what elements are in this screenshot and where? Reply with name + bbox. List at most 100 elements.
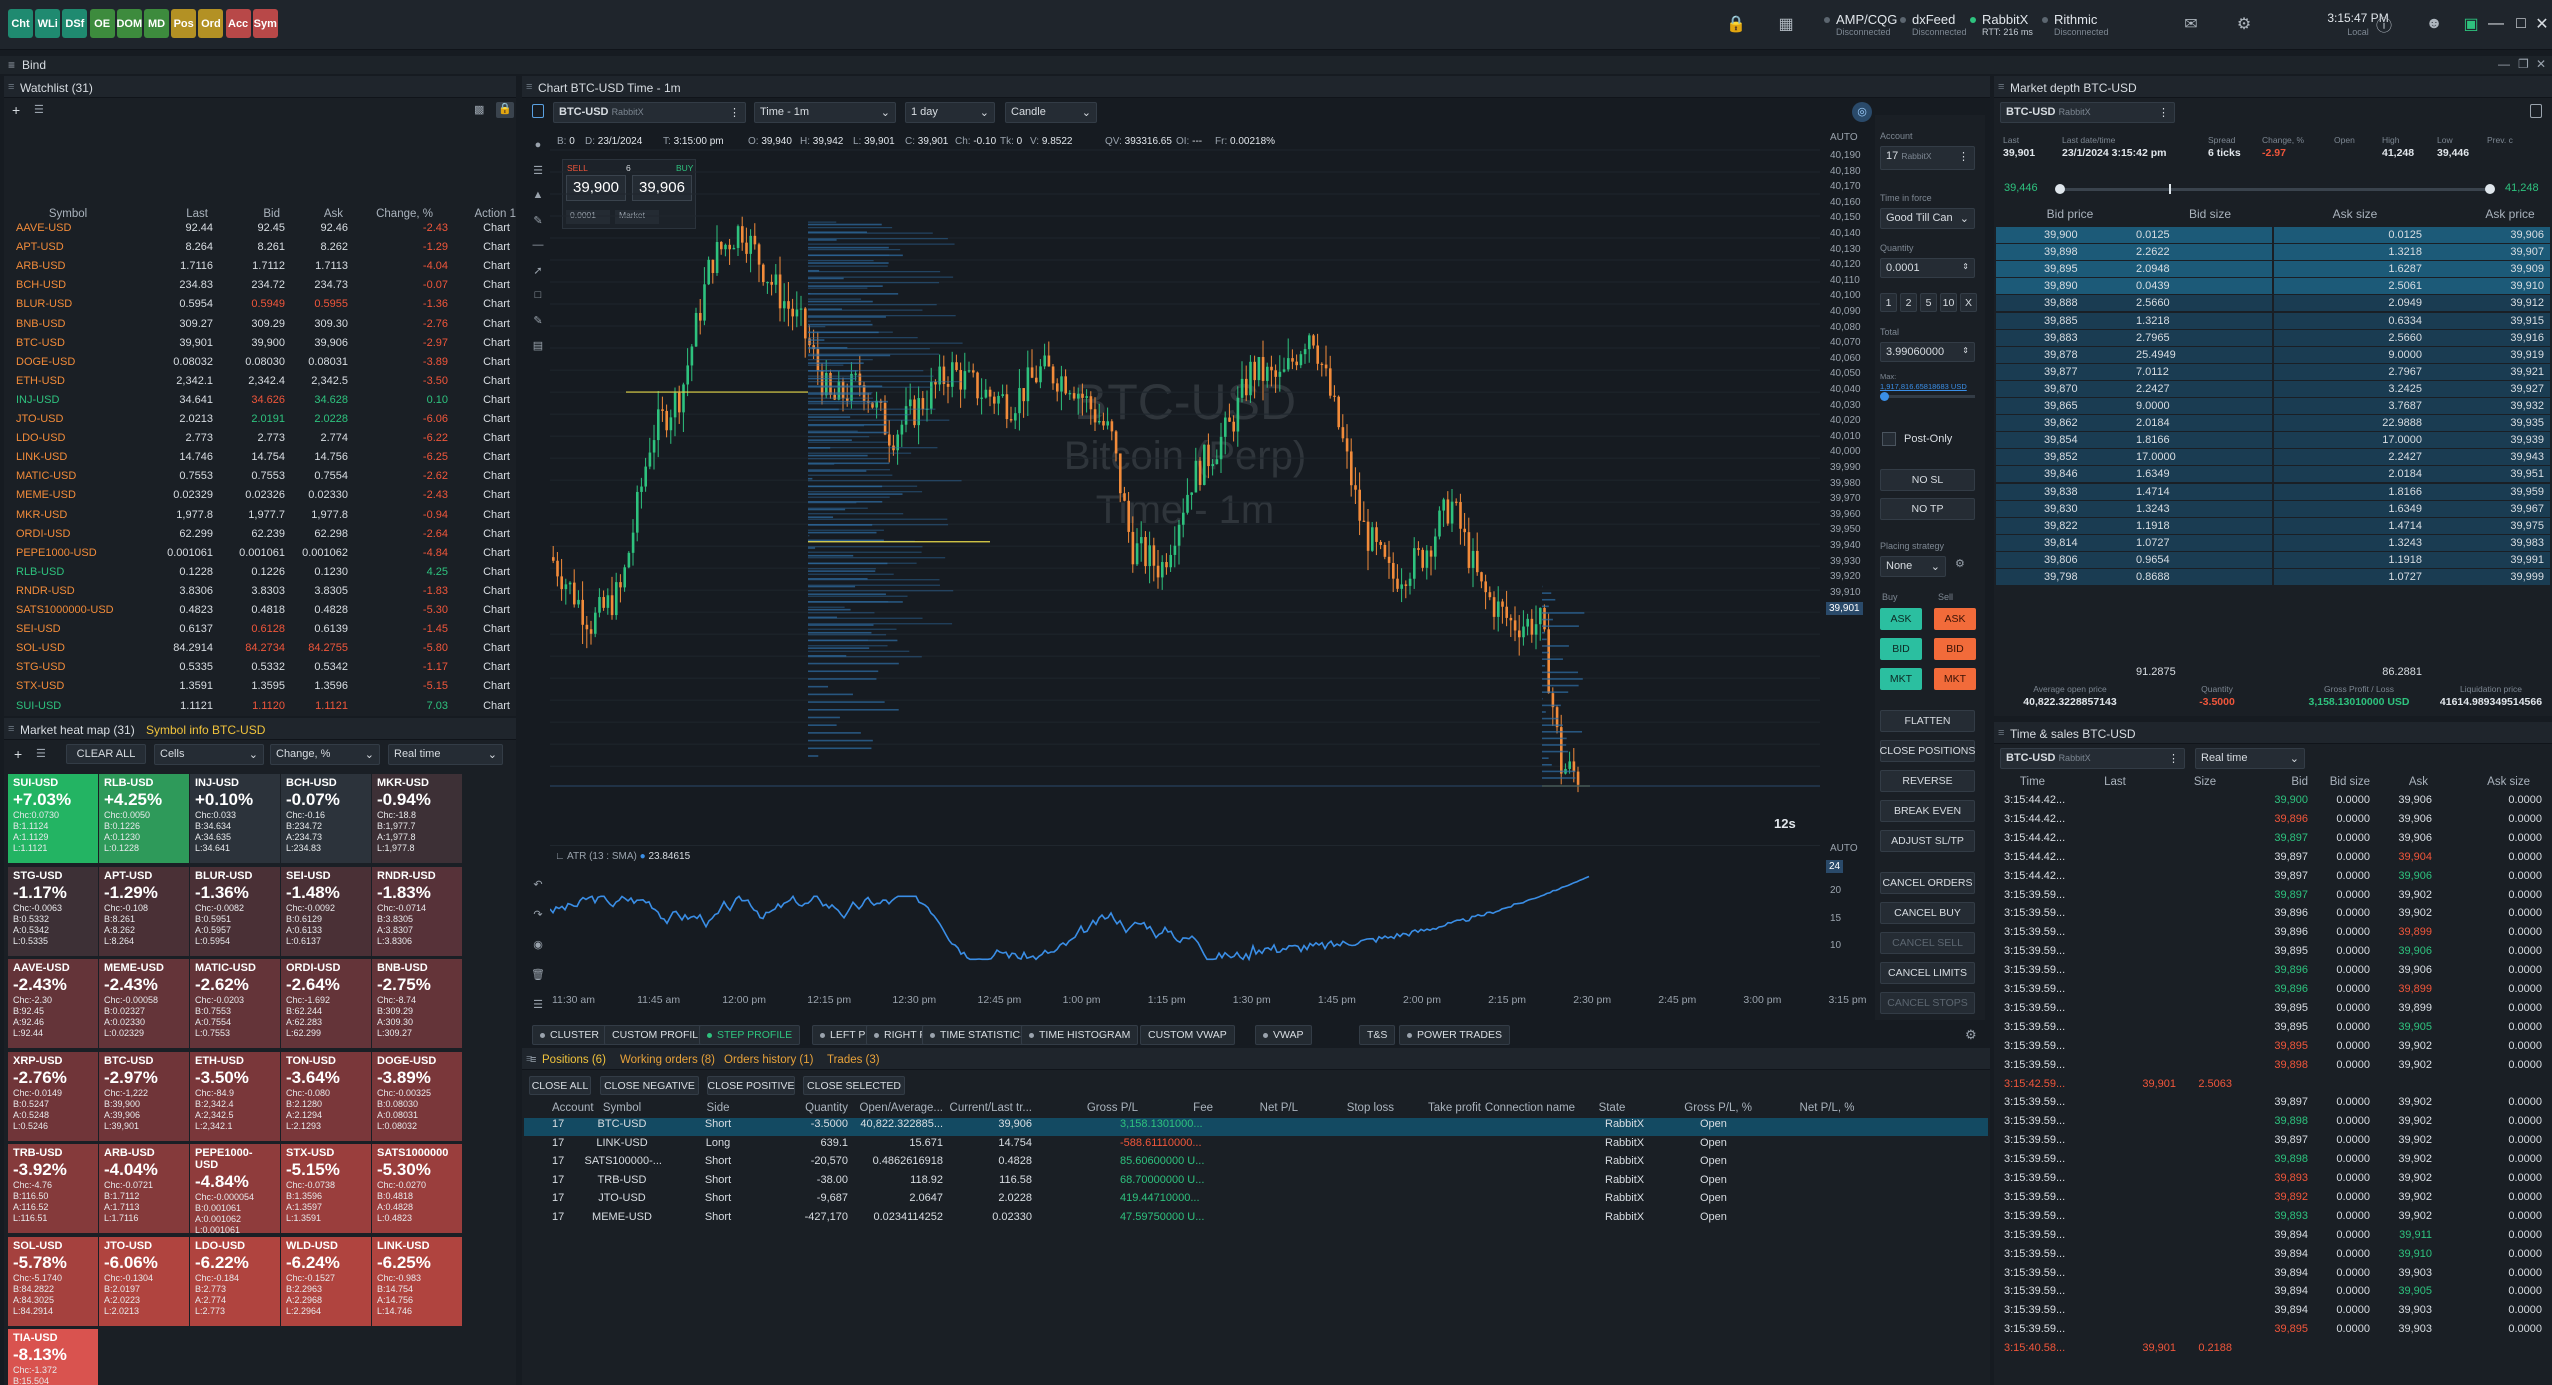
positions-close-all-button[interactable]: CLOSE ALL [529,1076,591,1095]
depth-row[interactable]: 39,854 1.8166 17.0000 39,939 [1996,432,2550,449]
max-value[interactable]: 1,917,816.65818683 USD [1880,382,1967,391]
brush-icon[interactable]: ✎ [533,214,543,227]
chart-action-button[interactable]: Chart [483,546,510,559]
heatmap-tile[interactable]: MEME-USD -2.43% Chc:-0.00058 B:0.02327 A:0.0… [99,959,190,1049]
qty-slider-thumb[interactable] [1880,392,1889,401]
chart-action-button[interactable]: Chart [483,355,510,368]
action-cancel-sell-button[interactable]: CANCEL SELL [1880,932,1975,954]
heatmap-title[interactable]: Market heat map (31) [20,723,135,737]
chart-action-button[interactable]: Chart [483,336,510,349]
list-icon[interactable]: ☰ [36,748,46,760]
help-icon[interactable]: ⓘ [2375,18,2392,35]
watchlist-col-3[interactable]: Ask [323,208,343,220]
atr-indicator-chart[interactable] [550,845,1820,985]
app-button-cht[interactable]: Cht [8,9,33,38]
positions-row[interactable]: 17 TRB-USD Short -38.00 118.92 116.58 68.70000… [524,1174,1988,1192]
depth-col[interactable]: Ask price [2485,207,2535,221]
grip-icon[interactable]: ≡ [1998,81,2005,93]
heatmap-tile[interactable]: PEPE1000-USD -4.84% Chc:-0.000054 B:0.00106… [190,1144,281,1234]
tns-row[interactable]: 3:15:44.42... 39,897 0.0000 39,904 0.0000 [1996,850,2550,868]
workspace-restore-icon[interactable]: ❐ [2518,57,2529,71]
depth-symbol-select[interactable]: BTC-USD RabbitX ⋮ [2000,102,2175,123]
workspace-close-icon[interactable]: ✕ [2536,57,2547,71]
cursor-icon[interactable]: ● [534,139,542,151]
watchlist-row[interactable]: BTC-USD 39,901 39,900 39,906 -2.97 Chart [8,337,516,355]
timeframe-select[interactable]: Time - 1m ⌄ [754,102,896,123]
positions-col[interactable]: Symbol [602,1102,642,1114]
tns-row[interactable]: 3:15:39.59... 39,894 0.0000 39,903 0.0000 [1996,1266,2550,1284]
watchlist-row[interactable]: SUI-USD 1.1121 1.1120 1.1121 7.03 Chart [8,700,516,717]
range-select[interactable]: 1 day ⌄ [905,102,995,123]
qty-preset-button[interactable]: 5 [1920,293,1937,312]
tns-row[interactable]: 3:15:39.59... 39,897 0.0000 39,902 0.0000 [1996,888,2550,906]
depth-row[interactable]: 39,862 2.0184 22.9888 39,935 [1996,415,2550,432]
chart-action-button[interactable]: Chart [483,413,510,425]
menu-icon[interactable]: ☰ [533,998,543,1011]
stepper-icon[interactable]: ⇕ [1962,346,1969,355]
post-only-checkbox[interactable] [1882,432,1896,446]
tns-row[interactable]: 3:15:39.59... 39,892 0.0000 39,902 0.0000 [1996,1190,2550,1208]
tns-mode-select[interactable]: Real time ⌄ [2195,748,2305,769]
action-cancel-orders-button[interactable]: CANCEL ORDERS [1880,872,1975,894]
mode-select[interactable]: Real time ⌄ [388,744,503,765]
tns-row[interactable]: 3:15:39.59... 39,898 0.0000 39,902 0.0000 [1996,1152,2550,1170]
positions-col[interactable]: Net P/L [1259,1102,1298,1114]
clear-all-button[interactable]: CLEAR ALL [66,744,146,764]
app-button-oe[interactable]: OE [89,9,115,38]
heatmap-tile[interactable]: ORDI-USD -2.64% Chc:-1.692 B:62.244 A:62.283… [281,959,372,1049]
tns-row[interactable]: 3:15:40.58... 39,901 0.2188 [1996,1341,2550,1359]
heatmap-tile[interactable]: BNB-USD -2.75% Chc:-8.74 B:309.29 A:309.30 L:… [372,959,463,1049]
tns-row[interactable]: 3:15:39.59... 39,896 0.0000 39,902 0.0000 [1996,906,2550,924]
depth-row[interactable]: 39,865 9.0000 3.7687 39,932 [1996,398,2550,414]
no-sl-button[interactable]: NO SL [1880,469,1975,491]
action-adjust-sl-tp-button[interactable]: ADJUST SL/TP [1880,830,1975,852]
heatmap-tile[interactable]: BLUR-USD -1.36% Chc:-0.0082 B:0.5951 A:0.595… [190,866,281,957]
sell-ask-button[interactable]: ASK [1934,608,1976,630]
depth-row[interactable]: 39,838 1.4714 1.8166 39,959 [1996,483,2550,500]
chart-action-button[interactable]: Chart [483,642,510,655]
depth-row[interactable]: 39,890 0.0439 2.5061 39,910 [1996,278,2550,295]
tns-row[interactable]: 3:15:39.59... 39,895 0.0000 39,906 0.0000 [1996,944,2550,962]
tns-row[interactable]: 3:15:39.59... 39,896 0.0000 39,899 0.0000 [1996,925,2550,943]
heatmap-tile[interactable]: STX-USD -5.15% Chc:-0.0738 B:1.3596 A:1.3597… [281,1144,372,1234]
watchlist-row[interactable]: SEI-USD 0.6137 0.6128 0.6139 -1.45 Chart [8,623,516,641]
heatmap-tile[interactable]: BTC-USD -2.97% Chc:-1,222 B:39,900 A:39,906 L… [99,1051,190,1142]
action-cancel-stops-button[interactable]: CANCEL STOPS [1880,992,1975,1014]
watchlist-row[interactable]: JTO-USD 2.0213 2.0191 2.0228 -6.06 Chart [8,413,516,431]
positions-col[interactable]: Current/Last tr... [949,1102,1032,1114]
positions-close-negative-button[interactable]: CLOSE NEGATIVE [600,1076,699,1095]
user-icon[interactable]: ☻ [2425,15,2443,32]
action-cancel-buy-button[interactable]: CANCEL BUY [1880,902,1975,924]
buy-bid-button[interactable]: BID [1880,638,1922,660]
tns-row[interactable]: 3:15:39.59... 39,898 0.0000 39,902 0.0000 [1996,1114,2550,1132]
tns-row[interactable]: 3:15:44.42... 39,900 0.0000 39,906 0.0000 [1996,793,2550,811]
buy-ask-button[interactable]: ASK [1880,608,1922,630]
gear-icon[interactable]: ⚙ [2236,16,2252,33]
qty-slider[interactable] [1880,392,1975,401]
tns-col[interactable]: Size [2193,776,2217,788]
workspace-min-icon[interactable]: — [2498,57,2510,71]
depth-row[interactable]: 39,877 7.0112 2.7967 39,921 [1996,363,2550,380]
positions-close-positive-button[interactable]: CLOSE POSITIVE [707,1076,795,1095]
buy-mkt-button[interactable]: MKT [1880,668,1922,690]
positions-col[interactable]: Quantity [805,1102,848,1114]
style-select[interactable]: Candle ⌄ [1005,102,1097,123]
chart-action-button[interactable]: Chart [483,451,510,464]
heatmap-tile[interactable]: SATS1000000 -5.30% Chc:-0.0270 B:0.4818 A:0.… [372,1144,463,1234]
connection-rithmic[interactable]: Rithmic Disconnected [2040,10,2150,40]
cart-icon[interactable]: ▣ [2463,16,2479,33]
tns-row[interactable]: 3:15:39.59... 39,898 0.0000 39,902 0.0000 [1996,1058,2550,1076]
drawing-tab-cluster[interactable]: CLUSTER [532,1025,608,1045]
positions-row[interactable]: 17 SATS100000-... Short -20,570 0.4862616918… [524,1155,1988,1173]
connection-ampcqg[interactable]: AMP/CQG Disconnected [1822,10,1932,40]
tns-row[interactable]: 3:15:39.59... 39,894 0.0000 39,903 0.0000 [1996,1303,2550,1321]
watchlist-row[interactable]: LINK-USD 14.746 14.754 14.756 -6.25 Chart [8,451,516,469]
pencil-icon[interactable]: ✎ [533,314,543,327]
grip-icon[interactable]: ≡ [526,1053,533,1065]
watchlist-row[interactable]: INJ-USD 34.641 34.626 34.628 0.10 Chart [8,394,516,412]
depth-row[interactable]: 39,878 25.4949 9.0000 39,919 [1996,346,2550,363]
positions-col[interactable]: State [1598,1102,1626,1114]
chart-action-button[interactable]: Chart [483,565,510,578]
grip-icon[interactable]: ≡ [8,81,15,93]
depth-row[interactable]: 39,895 2.0948 1.6287 39,909 [1996,261,2550,278]
